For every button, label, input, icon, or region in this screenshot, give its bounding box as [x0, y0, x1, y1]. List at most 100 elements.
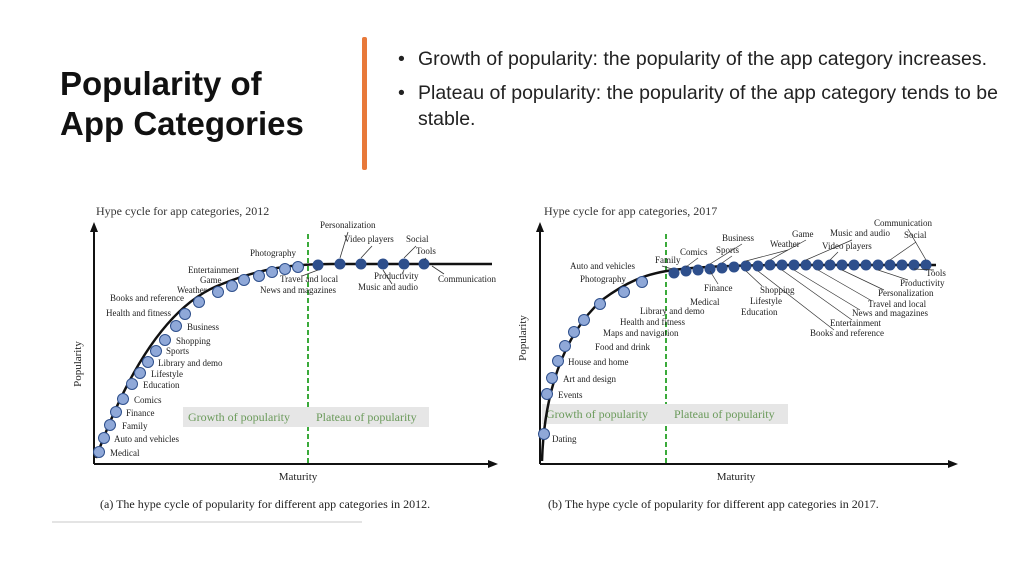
bullet-dot-icon: •	[398, 82, 405, 104]
category-label: Family	[655, 255, 681, 265]
plateau-points	[312, 258, 430, 271]
category-label: Comics	[134, 395, 162, 405]
category-label: Entertainment	[188, 265, 239, 275]
bullet-item-growth: • Growth of popularity: the popularity of…	[398, 46, 998, 72]
category-label: Shopping	[176, 336, 211, 346]
category-label: Finance	[126, 408, 155, 418]
category-label: Weather	[770, 239, 800, 249]
category-label: Library and demo	[640, 306, 705, 316]
data-point	[872, 259, 884, 271]
data-point	[716, 262, 728, 274]
x-axis-label: Maturity	[717, 471, 756, 483]
data-point	[142, 356, 154, 368]
category-label: Communication	[438, 274, 496, 284]
phase-label-box	[183, 407, 429, 427]
data-point	[98, 432, 110, 444]
x-axis-arrow-icon	[948, 460, 958, 468]
category-label: Social	[904, 230, 927, 240]
data-point	[253, 270, 265, 282]
category-label: Game	[792, 229, 814, 239]
category-label: News and magazines	[260, 285, 336, 295]
data-point	[764, 259, 776, 271]
data-point	[104, 419, 116, 431]
data-point	[594, 298, 606, 310]
category-label: Sports	[716, 245, 740, 255]
category-label: Music and audio	[358, 282, 418, 292]
category-label: Auto and vehicles	[570, 261, 635, 271]
data-point	[226, 280, 238, 292]
data-point	[752, 260, 764, 272]
category-label: Comics	[680, 247, 708, 257]
title-line-2: App Categories	[60, 105, 304, 142]
category-label: Business	[722, 233, 755, 243]
category-label: Video players	[344, 234, 394, 244]
data-point	[179, 308, 191, 320]
data-point	[704, 263, 716, 275]
category-label: Art and design	[563, 374, 616, 384]
category-label: Sports	[166, 346, 190, 356]
hype-cycle-figure-2017: Hype cycle for app categories, 2017 Popu…	[512, 196, 972, 524]
data-point	[680, 265, 692, 277]
category-label: Music and audio	[830, 228, 890, 238]
data-point	[896, 259, 908, 271]
data-point	[668, 267, 680, 279]
figure-caption: (b) The hype cycle of popularity for dif…	[548, 497, 879, 511]
category-label: Game	[200, 275, 222, 285]
y-axis-arrow-icon	[90, 222, 98, 232]
y-axis-label: Popularity	[72, 341, 84, 387]
data-point	[238, 274, 250, 286]
data-point	[559, 340, 571, 352]
category-label: Tools	[926, 268, 946, 278]
data-point	[126, 378, 138, 390]
data-point	[860, 259, 872, 271]
category-label: Auto and vehicles	[114, 434, 179, 444]
growth-labels: Dating Events Art and design House and h…	[552, 261, 705, 444]
data-point	[541, 388, 553, 400]
data-point	[908, 259, 920, 271]
data-point	[740, 260, 752, 272]
data-point	[150, 345, 162, 357]
growth-labels: Medical Auto and vehicles Family Finance…	[106, 248, 296, 458]
category-label: Books and reference	[810, 328, 884, 338]
growth-points	[538, 276, 648, 440]
data-point	[193, 296, 205, 308]
category-label: Events	[558, 390, 583, 400]
plateau-points	[668, 259, 932, 279]
category-label: Weather	[177, 285, 207, 295]
plateau-labels: Personalization Video players Social Too…	[260, 220, 496, 295]
data-point	[824, 259, 836, 271]
data-point	[788, 259, 800, 271]
category-label: Medical	[110, 448, 140, 458]
phase-plateau-label: Plateau of popularity	[674, 407, 775, 421]
phase-growth-label: Growth of popularity	[188, 410, 290, 424]
data-point	[377, 258, 389, 270]
slide-title: Popularity of App Categories	[60, 64, 304, 144]
data-point	[848, 259, 860, 271]
data-point	[279, 263, 291, 275]
bullet-text: Plateau of popularity: the popularity of…	[418, 82, 998, 130]
category-label: Medical	[690, 297, 720, 307]
category-label: Communication	[874, 218, 932, 228]
figure-header: Hype cycle for app categories, 2017	[544, 204, 717, 218]
figure-header: Hype cycle for app categories, 2012	[96, 204, 269, 218]
hype-cycle-figure-2012: Hype cycle for app categories, 2012 Popu…	[52, 196, 512, 524]
data-point	[212, 286, 224, 298]
category-label: Productivity	[900, 278, 945, 288]
data-point	[728, 261, 740, 273]
category-label: Entertainment	[830, 318, 881, 328]
title-line-1: Popularity of	[60, 65, 262, 102]
data-point	[636, 276, 648, 288]
category-label: Lifestyle	[750, 296, 782, 306]
data-point	[134, 367, 146, 379]
data-point	[776, 259, 788, 271]
category-label: Personalization	[320, 220, 376, 230]
x-axis-label: Maturity	[279, 471, 318, 483]
x-axis-arrow-icon	[488, 460, 498, 468]
data-point	[800, 259, 812, 271]
plateau-labels: Family Comics Business Sports Weather Ga…	[655, 218, 946, 338]
category-label: House and home	[568, 357, 629, 367]
y-axis-label: Popularity	[517, 315, 529, 361]
category-label: Family	[122, 421, 148, 431]
category-label: Books and reference	[110, 293, 184, 303]
bullet-text: Growth of popularity: the popularity of …	[418, 48, 988, 70]
